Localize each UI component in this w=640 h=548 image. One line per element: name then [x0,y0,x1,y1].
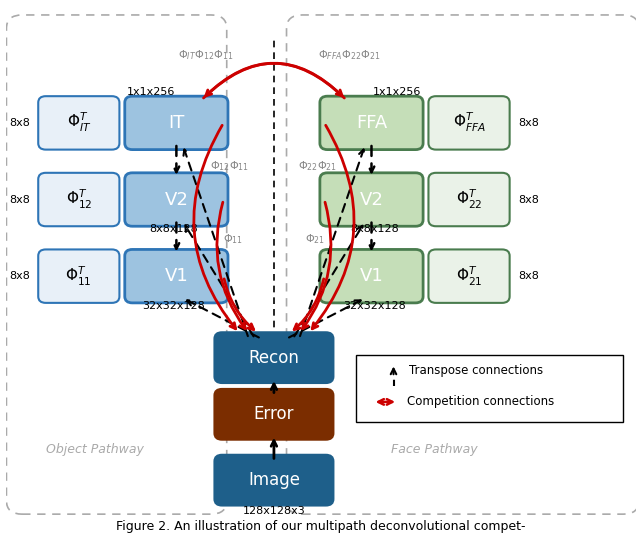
FancyBboxPatch shape [320,249,423,303]
FancyBboxPatch shape [428,249,509,303]
FancyBboxPatch shape [125,96,228,150]
FancyBboxPatch shape [38,173,120,226]
FancyBboxPatch shape [38,249,120,303]
Text: $\Phi_{12}\Phi_{11}$: $\Phi_{12}\Phi_{11}$ [211,159,250,173]
Text: Figure 2. An illustration of our multipath deconvolutional compet-: Figure 2. An illustration of our multipa… [116,520,526,533]
Text: V1: V1 [360,267,383,285]
FancyBboxPatch shape [214,455,333,505]
FancyBboxPatch shape [38,96,120,150]
Text: $\Phi_{21}$: $\Phi_{21}$ [305,232,325,246]
FancyBboxPatch shape [125,173,228,226]
Text: Competition connections: Competition connections [408,396,555,408]
FancyBboxPatch shape [320,96,423,150]
Text: 8x8: 8x8 [9,195,30,204]
Text: V2: V2 [360,191,383,209]
Text: 8x8: 8x8 [518,271,539,281]
FancyBboxPatch shape [428,173,509,226]
Text: Face Pathway: Face Pathway [391,443,477,456]
Text: Recon: Recon [248,349,300,367]
Text: $\Phi_{11}$: $\Phi_{11}$ [223,232,243,246]
Text: $\Phi_{IT}\Phi_{12}\Phi_{11}$: $\Phi_{IT}\Phi_{12}\Phi_{11}$ [178,49,233,62]
Text: IT: IT [168,114,184,132]
Text: 128x128x3: 128x128x3 [243,505,305,516]
Text: 8x8: 8x8 [518,195,539,204]
Text: FFA: FFA [356,114,387,132]
Text: $\Phi^T_{22}$: $\Phi^T_{22}$ [456,188,483,211]
Text: Error: Error [253,406,294,423]
Text: 32x32x128: 32x32x128 [343,301,406,311]
FancyBboxPatch shape [428,96,509,150]
Text: Transpose connections: Transpose connections [409,363,543,376]
Text: 8x8: 8x8 [9,271,30,281]
Text: 1x1x256: 1x1x256 [127,87,175,97]
FancyBboxPatch shape [214,332,333,383]
Text: V1: V1 [164,267,188,285]
FancyBboxPatch shape [214,389,333,439]
Text: 8x8: 8x8 [9,118,30,128]
Text: 8x8: 8x8 [518,118,539,128]
Text: $\Phi^T_{11}$: $\Phi^T_{11}$ [65,265,92,288]
Text: $\Phi^T_{12}$: $\Phi^T_{12}$ [65,188,92,211]
Text: $\Phi_{22}\Phi_{21}$: $\Phi_{22}\Phi_{21}$ [298,159,337,173]
Text: 8x8x128: 8x8x128 [149,224,198,234]
Text: $\Phi^T_{FFA}$: $\Phi^T_{FFA}$ [452,111,486,134]
Text: 8x8x128: 8x8x128 [350,224,399,234]
Text: $\Phi_{FFA}\Phi_{22}\Phi_{21}$: $\Phi_{FFA}\Phi_{22}\Phi_{21}$ [318,49,381,62]
FancyBboxPatch shape [320,173,423,226]
Text: $\Phi^T_{IT}$: $\Phi^T_{IT}$ [67,111,91,134]
Text: Object Pathway: Object Pathway [45,443,143,456]
Text: 1x1x256: 1x1x256 [372,87,421,97]
Text: 32x32x128: 32x32x128 [142,301,205,311]
Text: V2: V2 [164,191,188,209]
Text: $\Phi^T_{21}$: $\Phi^T_{21}$ [456,265,483,288]
FancyBboxPatch shape [356,355,623,423]
Text: Image: Image [248,471,300,489]
FancyBboxPatch shape [125,249,228,303]
